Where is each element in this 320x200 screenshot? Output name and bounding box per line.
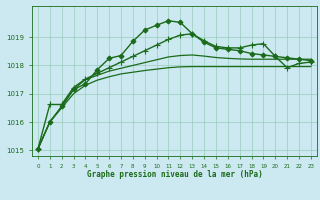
X-axis label: Graphe pression niveau de la mer (hPa): Graphe pression niveau de la mer (hPa) xyxy=(86,170,262,179)
